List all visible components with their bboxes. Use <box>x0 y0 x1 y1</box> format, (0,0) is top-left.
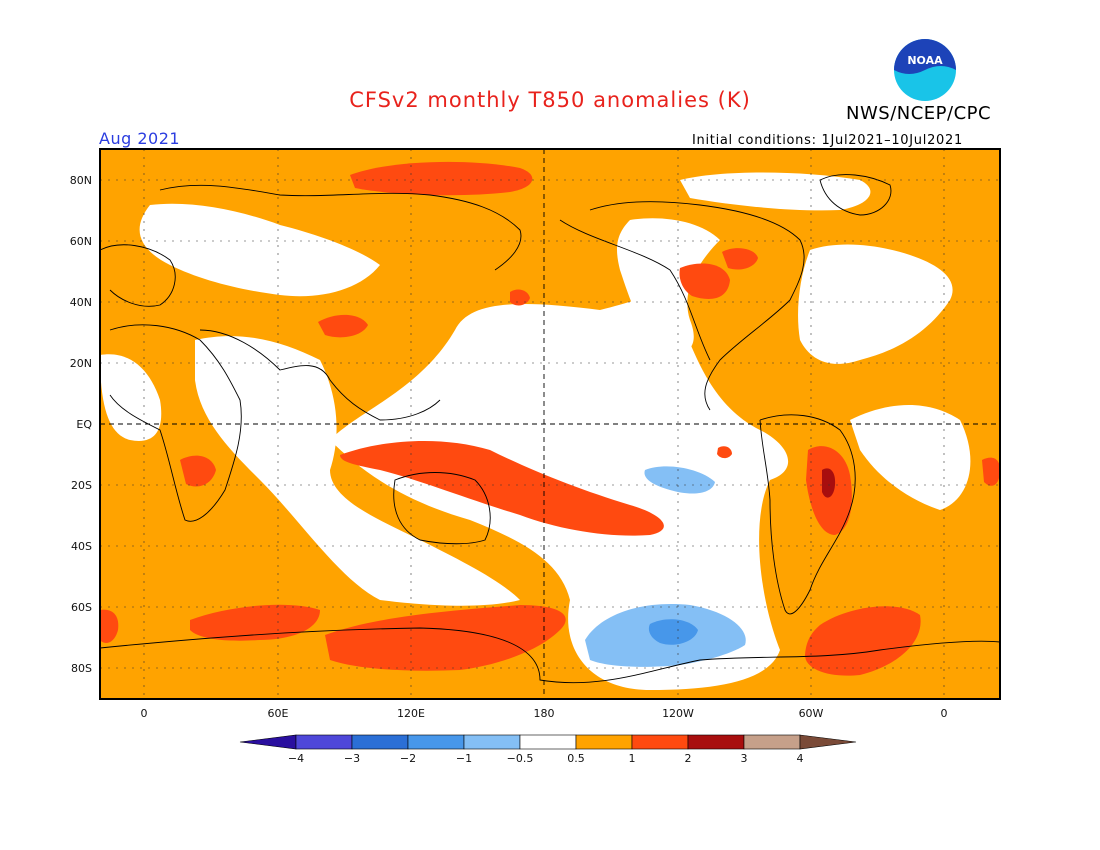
lat-label: 60N <box>70 235 92 248</box>
lat-label: 60S <box>71 601 92 614</box>
warm-area-east-africa-edge <box>982 457 1000 486</box>
color-legend: −4 −3 −2 −1 −0.5 0.5 1 2 3 4 <box>239 734 857 765</box>
legend-swatch <box>463 734 521 750</box>
coastline-south-america <box>759 414 856 615</box>
lat-label: 40S <box>71 540 92 553</box>
coastline-greenland <box>819 174 892 216</box>
legend-label: 1 <box>629 752 636 765</box>
gridlines <box>100 149 1000 699</box>
coastlines <box>100 174 1000 684</box>
warm-area-southern-ocean-indian <box>190 604 320 641</box>
strong-warm-area-brazil <box>822 468 836 498</box>
coastline-africa <box>109 324 242 522</box>
coastline-asia-south <box>199 329 441 421</box>
neutral-area-south-atlantic <box>850 405 971 510</box>
warm-area-southern-ocean-edge <box>100 609 119 643</box>
coastline-antarctica <box>100 627 1000 684</box>
initial-conditions: Initial conditions: 1Jul2021–10Jul2021 <box>692 133 963 148</box>
legend-label: 4 <box>797 752 804 765</box>
lat-label: 40N <box>70 296 92 309</box>
coastline-north-america-west <box>559 219 711 361</box>
warm-area-tropical-west-pacific <box>340 440 664 536</box>
lat-label: EQ <box>76 418 92 431</box>
warm-area-southern-ocean-australia <box>325 605 566 671</box>
noaa-logo: NOAA <box>894 39 956 101</box>
lon-label: 60E <box>268 707 289 720</box>
legend-swatch <box>687 734 745 750</box>
legend-swatch <box>351 734 409 750</box>
legend-swatch <box>575 734 633 750</box>
lon-label: 0 <box>941 707 948 720</box>
cool-area-south-pacific-inner <box>648 619 698 645</box>
map-frame <box>99 148 1001 700</box>
map-title: CFSv2 monthly T850 anomalies (K) <box>349 88 751 112</box>
lon-label: 0 <box>141 707 148 720</box>
coastline-eurasia-north <box>159 184 522 271</box>
neutral-area-siberia <box>139 203 380 297</box>
neutral-area-indian-ocean <box>195 336 520 606</box>
legend-label: 2 <box>685 752 692 765</box>
warm-area-east-pacific <box>717 446 732 459</box>
warm-area-hudson <box>722 248 758 270</box>
legend-label: 3 <box>741 752 748 765</box>
warm-area-arctic <box>350 161 533 196</box>
legend-label: −3 <box>344 752 360 765</box>
lat-label: 20S <box>71 479 92 492</box>
agency-label: NWS/NCEP/CPC <box>846 103 992 124</box>
forecast-month: Aug 2021 <box>99 129 181 148</box>
legend-swatch <box>631 734 689 750</box>
longitude-labels: 0 60E 120E 180 120W 60W 0 <box>141 707 948 720</box>
warm-area-south-africa <box>180 455 216 487</box>
warm-area-south-atlantic-ocean <box>805 606 921 676</box>
legend-label: 0.5 <box>567 752 585 765</box>
neutral-area-north-atlantic <box>798 244 953 364</box>
warm-area-north-pacific <box>510 289 530 306</box>
coastline-north-america <box>589 201 805 411</box>
lon-label: 60W <box>799 707 824 720</box>
legend-swatch <box>295 734 353 750</box>
cool-area-subtropical-pacific <box>644 466 715 494</box>
coastline-australia <box>393 472 491 545</box>
legend-label: −2 <box>400 752 416 765</box>
warm-anomaly-areas <box>100 161 1000 676</box>
warm-area-middle-east <box>318 314 368 338</box>
lon-label: 120E <box>397 707 425 720</box>
legend-arrow-low <box>239 734 297 750</box>
legend-swatch <box>743 734 801 750</box>
cool-anomaly-areas <box>585 466 746 667</box>
neutral-area-north-america <box>617 218 720 354</box>
legend-swatch <box>519 734 577 750</box>
lon-label: 180 <box>534 707 555 720</box>
neutral-area-africa-west <box>100 354 162 441</box>
latitude-labels: 80N 60N 40N 20N EQ 20S 40S 60S 80S <box>70 174 93 675</box>
lon-label: 120W <box>662 707 694 720</box>
legend-arrow-high <box>799 734 857 750</box>
neutral-area-arctic <box>680 172 871 211</box>
lat-label: 80N <box>70 174 92 187</box>
legend-label: −1 <box>456 752 472 765</box>
coastline-europe <box>100 244 176 307</box>
legend-label: −0.5 <box>507 752 534 765</box>
noaa-logo-text: NOAA <box>907 54 943 67</box>
lat-label: 80S <box>71 662 92 675</box>
legend-label: −4 <box>288 752 304 765</box>
legend-swatch <box>407 734 465 750</box>
lat-label: 20N <box>70 357 92 370</box>
warm-area-north-america <box>679 263 730 299</box>
